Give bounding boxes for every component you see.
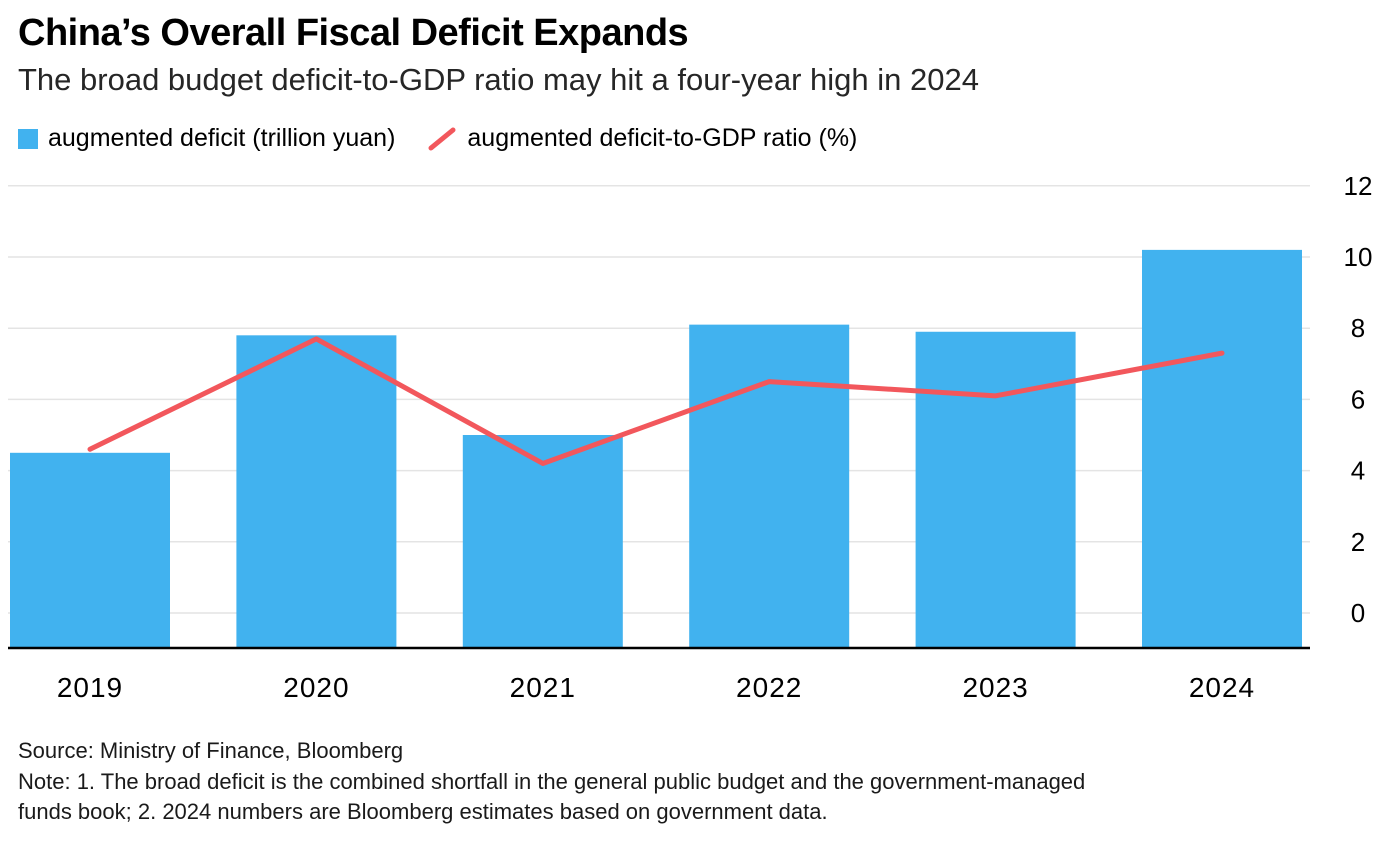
legend-item-ratio: augmented deficit-to-GDP ratio (%) [427,124,857,153]
y-tick-label-8: 8 [1351,313,1365,343]
note-text: Note: 1. The broad deficit is the combin… [18,769,1086,824]
chart-svg: 0 2 4 6 8 10 12 2019 2020 2021 2022 2023 2024 [8,171,1373,703]
x-tick-label-2024: 2024 [1189,672,1255,703]
bar-2020 [236,335,397,648]
legend-label-ratio: augmented deficit-to-GDP ratio (%) [467,124,858,152]
line-swatch-icon [428,127,456,150]
x-tick-label-2023: 2023 [962,672,1028,703]
x-tick-label-2020: 2020 [283,672,349,703]
chart-title: China’s Overall Fiscal Deficit Expands [18,12,689,54]
x-tick-label-2019: 2019 [57,672,123,703]
x-tick-label-2022: 2022 [736,672,802,703]
legend-label-deficit: augmented deficit (trillion yuan) [48,124,396,152]
x-tick-label-2021: 2021 [510,672,576,703]
source-text: Source: Ministry of Finance, Bloomberg [18,738,404,763]
bar-2019 [10,452,170,648]
chart-subtitle: The broad budget deficit-to-GDP ratio ma… [18,62,979,97]
legend-item-deficit: augmented deficit (trillion yuan) [18,124,395,153]
bar-2022 [689,324,850,648]
chart-legend: augmented deficit (trillion yuan) augmen… [18,124,857,153]
chart-footer: Source: Ministry of Finance, Bloomberg N… [18,736,1128,827]
bar-2021 [462,435,623,648]
bar-2023 [915,331,1076,648]
bar-2024 [1142,249,1302,648]
y-tick-label-12: 12 [1344,171,1373,201]
y-tick-label-10: 10 [1344,242,1373,272]
ratio-line [87,336,1225,466]
y-tick-label-2: 2 [1351,527,1365,557]
y-tick-label-0: 0 [1351,598,1365,628]
y-tick-label-6: 6 [1351,384,1365,414]
bar-swatch-icon [18,128,38,149]
y-tick-label-4: 4 [1351,456,1365,486]
